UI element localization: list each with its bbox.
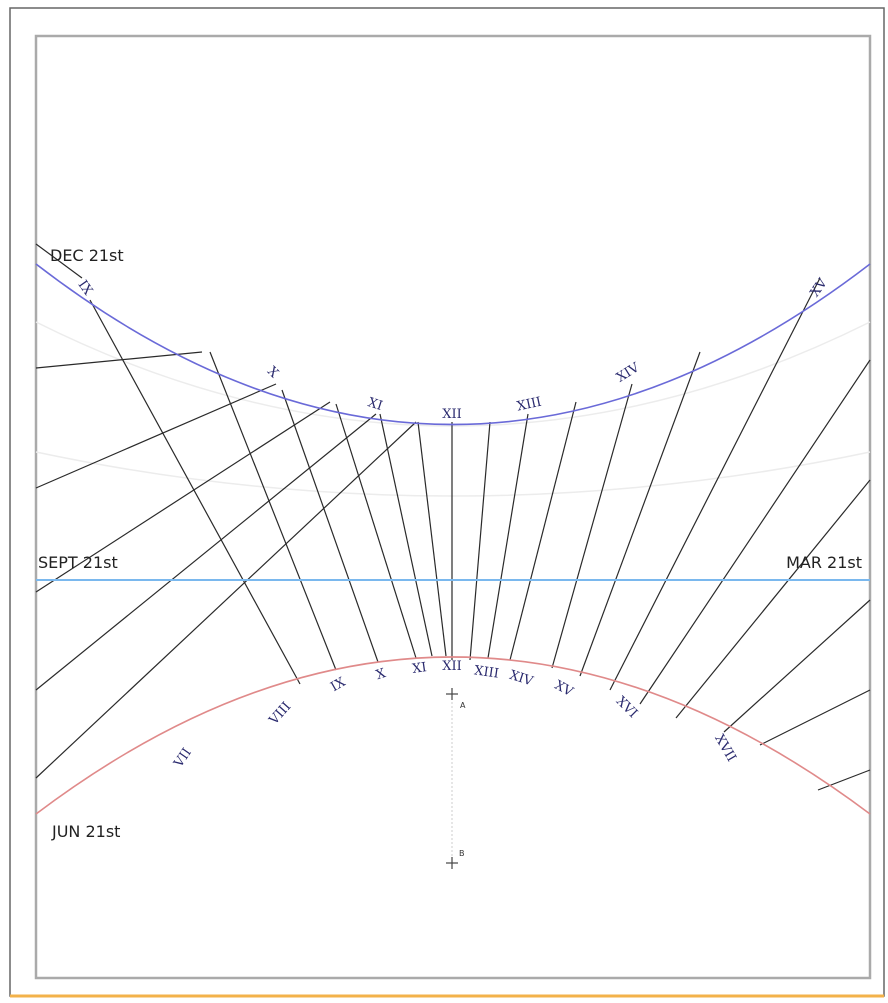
hour-line xyxy=(469,421,491,661)
hour-line xyxy=(35,351,203,369)
jun-21-label: JUN 21st xyxy=(52,822,121,841)
hour-line xyxy=(487,413,529,659)
lower-hour-numeral: XII xyxy=(442,659,462,674)
sept-21-label: SEPT 21st xyxy=(38,553,118,572)
hour-line xyxy=(723,599,871,733)
dec-21-label: DEC 21st xyxy=(50,246,124,265)
hour-line xyxy=(817,769,871,791)
hour-line xyxy=(35,401,331,593)
hour-line xyxy=(209,351,337,671)
point-a-label: A xyxy=(460,701,466,710)
hour-line xyxy=(551,383,633,669)
dial-plate xyxy=(34,34,872,980)
hour-line xyxy=(35,413,377,691)
hour-lines xyxy=(35,243,871,791)
lower-hour-numeral: XI xyxy=(411,660,427,677)
hour-line xyxy=(579,351,701,677)
lower-hour-numeral: XIII xyxy=(473,663,500,681)
lower-hour-numeral: XIV xyxy=(507,668,535,690)
hour-line xyxy=(379,413,433,657)
mar-21-label: MAR 21st xyxy=(786,553,862,572)
hour-line xyxy=(35,243,83,279)
hour-line xyxy=(35,383,277,489)
hour-line xyxy=(609,277,821,691)
hour-line xyxy=(675,479,871,719)
hour-line xyxy=(417,421,447,657)
jun-21-curve xyxy=(35,656,871,815)
point-b-marker xyxy=(446,857,458,869)
point-a-marker xyxy=(446,688,458,700)
dec-21-curve xyxy=(35,263,871,426)
upper-hour-numeral: XIII xyxy=(516,395,543,415)
hour-line xyxy=(509,401,577,661)
hour-line xyxy=(335,403,417,659)
point-b-label: B xyxy=(459,849,465,858)
hour-line xyxy=(759,689,871,746)
hour-line xyxy=(89,299,301,685)
upper-hour-numeral: XII xyxy=(442,407,462,422)
hour-line xyxy=(281,389,379,663)
hour-line xyxy=(35,421,417,779)
hour-line xyxy=(639,359,871,705)
upper-hour-numeral: XI xyxy=(366,395,384,414)
